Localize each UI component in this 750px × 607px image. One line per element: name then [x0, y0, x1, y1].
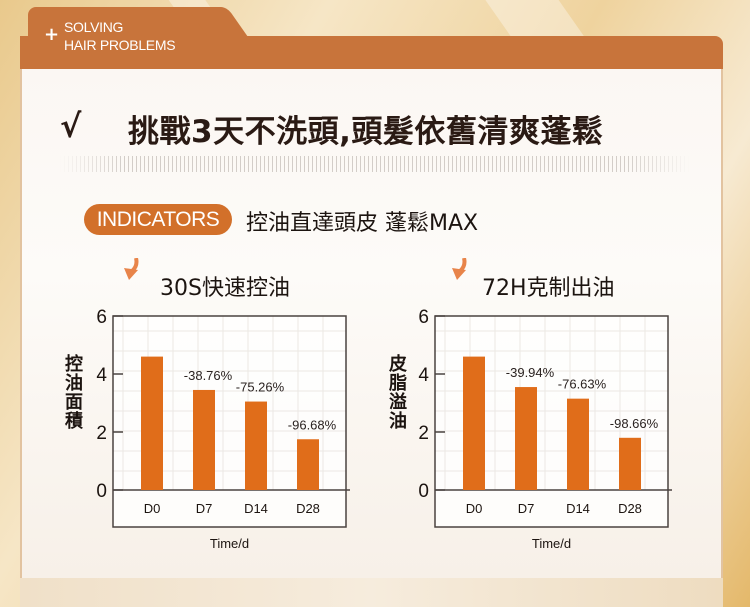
y-axis-label-left: 控油面積 [62, 354, 83, 430]
bottom-strip [20, 578, 723, 607]
chart-title-right: 72H克制出油 [482, 276, 615, 301]
bar-d7 [515, 387, 537, 490]
data-label: -75.26% [236, 380, 285, 395]
arrow-down-icon [452, 258, 467, 280]
data-label: -98.66% [610, 416, 659, 431]
y-tick-label: 2 [96, 423, 107, 444]
chart-title-left: 30S快速控油 [160, 276, 290, 301]
bar-d28 [619, 437, 641, 490]
y-tick-label: 0 [96, 481, 107, 502]
x-tick-label: D7 [518, 501, 535, 516]
y-tick-label: 2 [418, 423, 429, 444]
x-tick-label: D7 [196, 501, 213, 516]
check-icon: √ [60, 107, 82, 145]
plot-frame [434, 315, 669, 528]
y-axis-label-right: 皮脂溢油 [386, 354, 407, 430]
y-tick-label: 4 [418, 365, 429, 386]
x-tick-label: D0 [144, 501, 161, 516]
x-tick-label: D14 [566, 501, 590, 516]
ruler-divider [60, 156, 690, 172]
bar-d0 [463, 356, 485, 490]
x-tick-label: D28 [296, 501, 320, 516]
x-tick-label: D0 [466, 501, 483, 516]
tab-line-2: HAIR PROBLEMS [64, 37, 176, 53]
header-band [20, 36, 723, 70]
bar-d7 [193, 389, 215, 490]
x-tick-label: D28 [618, 501, 642, 516]
data-label: -96.68% [288, 417, 337, 432]
bar-d0 [141, 356, 163, 490]
plot-frame [112, 315, 347, 528]
arrow-down-icon [124, 258, 139, 280]
y-tick-label: 0 [418, 481, 429, 502]
data-label: -76.63% [558, 377, 607, 392]
oil-control-chart: 0 2 4 6 D0 D7 -38.76% D14 -75.26% D28 -96.68% Time/… [96, 307, 350, 551]
indicators-text: 控油直達頭皮 蓬鬆MAX [246, 211, 479, 236]
header-tab-label: SOLVING HAIR PROBLEMS [64, 18, 176, 54]
x-tick-label: D14 [244, 501, 268, 516]
x-axis-label: Time/d [210, 536, 249, 551]
data-label: -39.94% [506, 365, 555, 380]
tab-line-1: SOLVING [64, 19, 124, 35]
plus-icon: + [44, 24, 60, 45]
bar-d14 [567, 398, 589, 490]
bar-d14 [245, 401, 267, 490]
sebum-chart: 0 2 4 6 D0 D7 -39.94% D14 -76.63% D28 -98.66% Time/… [418, 307, 672, 551]
indicators-badge: INDICATORS [84, 204, 232, 235]
bar-d28 [297, 439, 319, 490]
data-label: -38.76% [184, 368, 233, 383]
y-tick-label: 6 [96, 307, 107, 328]
x-axis-label: Time/d [532, 536, 571, 551]
y-tick-label: 4 [96, 365, 107, 386]
y-tick-label: 6 [418, 307, 429, 328]
headline: 挑戰3天不洗頭,頭髮依舊清爽蓬鬆 [128, 114, 604, 150]
